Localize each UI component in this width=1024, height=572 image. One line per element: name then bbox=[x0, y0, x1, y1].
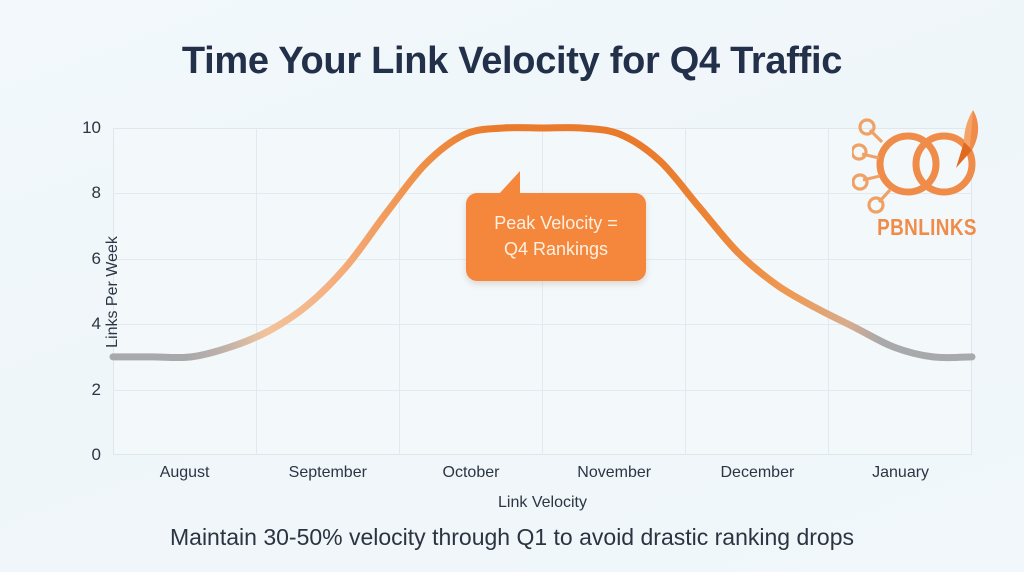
callout-line-1: Peak Velocity = bbox=[494, 213, 618, 233]
gridline-horizontal bbox=[113, 324, 972, 326]
y-tick-label: 4 bbox=[91, 314, 101, 334]
y-tick-label: 0 bbox=[91, 445, 101, 464]
x-tick-label: December bbox=[720, 464, 795, 481]
gridline-horizontal bbox=[113, 389, 972, 391]
page-title: Time Your Link Velocity for Q4 Traffic bbox=[181, 40, 843, 82]
x-axis-title: Link Velocity bbox=[498, 494, 587, 511]
y-tick-label: 2 bbox=[91, 379, 101, 399]
x-tick-label: September bbox=[288, 464, 367, 481]
y-tick-label: 10 bbox=[82, 118, 101, 137]
callout-pointer-icon bbox=[484, 171, 520, 195]
x-tick-label: November bbox=[577, 464, 652, 481]
gridline-vertical bbox=[685, 128, 686, 455]
chart-plot: 10 8 6 4 2 0 August September October No… bbox=[82, 118, 976, 511]
x-tick-label: January bbox=[872, 464, 930, 481]
peak-velocity-callout: Peak Velocity = Q4 Rankings bbox=[466, 171, 646, 282]
y-tick-label: 8 bbox=[91, 183, 101, 203]
x-tick-label: October bbox=[442, 464, 500, 481]
gridline-vertical bbox=[542, 128, 543, 455]
interlocking-rings-rocket-icon bbox=[852, 110, 979, 214]
brand-logo: PBNLINKS bbox=[852, 106, 1002, 256]
velocity-line-chart bbox=[109, 124, 976, 362]
gridline-vertical bbox=[256, 128, 257, 455]
gridline-vertical bbox=[399, 128, 400, 455]
callout-line-2: Q4 Rankings bbox=[503, 239, 609, 260]
footer-caption: Maintain 30-50% velocity through Q1 to a… bbox=[170, 524, 854, 550]
gridline-vertical bbox=[828, 128, 829, 455]
y-tick-label: 6 bbox=[91, 248, 101, 268]
logo-wordmark: PBNLINKS bbox=[877, 214, 977, 240]
x-tick-label: August bbox=[159, 464, 210, 481]
